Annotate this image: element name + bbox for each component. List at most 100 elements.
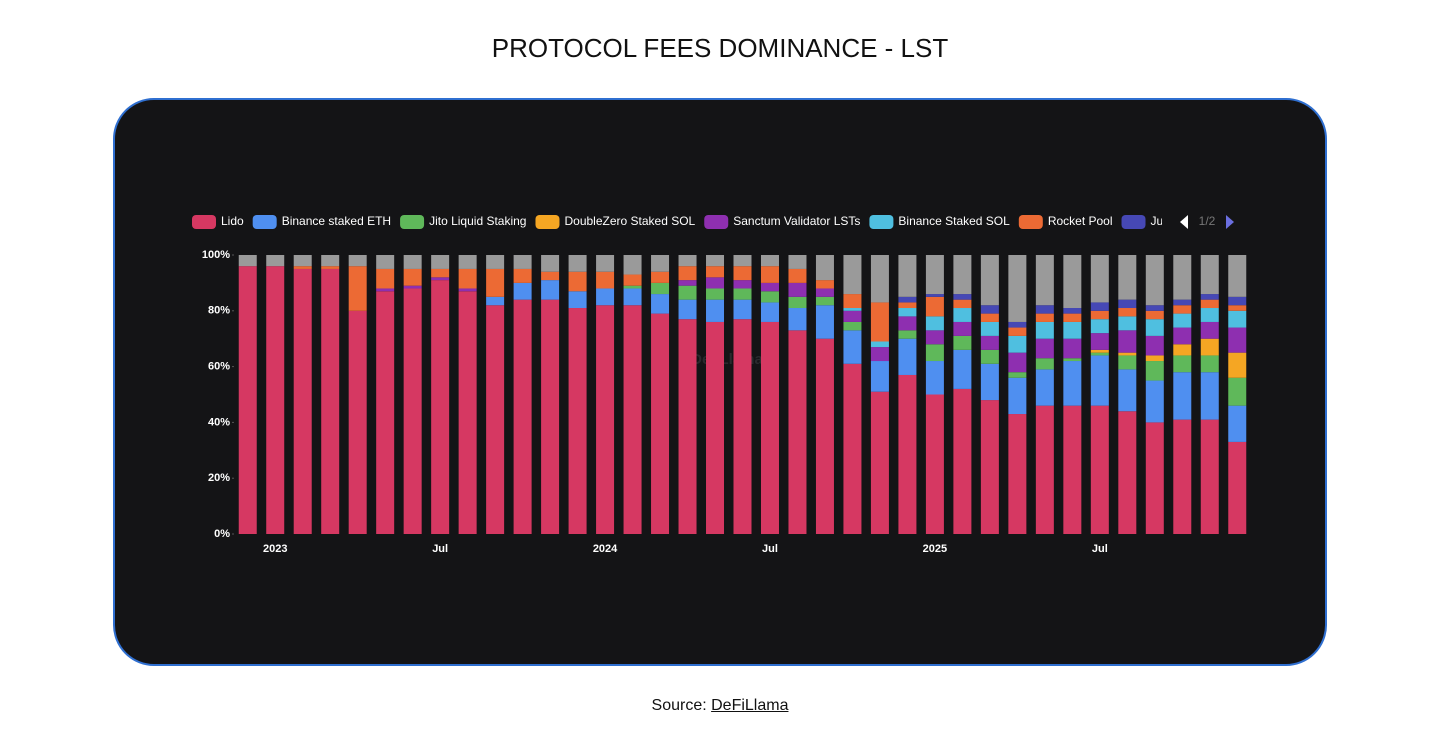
- bar-segment: [1118, 352, 1137, 356]
- bar-segment: [513, 255, 532, 269]
- bar-segment: [1008, 352, 1027, 373]
- bar-segment: [925, 316, 944, 331]
- source: Source: DeFiLlama: [0, 697, 1440, 715]
- bar-segment: [760, 255, 779, 267]
- legend-swatch: [1018, 215, 1043, 229]
- bar-segment: [760, 302, 779, 322]
- bar-segment: [1008, 255, 1027, 322]
- legend-prev[interactable]: [1180, 215, 1188, 229]
- y-tick-label: 100%: [202, 249, 230, 261]
- bar-segment: [596, 288, 615, 306]
- bar-segment: [431, 268, 450, 278]
- bar-segment: [815, 338, 834, 534]
- bar-segment: [1228, 352, 1247, 378]
- legend-page: 1/2: [1199, 214, 1216, 228]
- bar-segment: [925, 255, 944, 295]
- bar-segment: [980, 400, 999, 534]
- bar-segment: [541, 255, 560, 272]
- bar-segment: [568, 271, 587, 292]
- bar-segment: [1173, 355, 1192, 373]
- x-tick-label: Jul: [432, 543, 448, 555]
- bar-segment: [651, 255, 670, 272]
- bar-segment: [1228, 377, 1247, 406]
- bar-segment: [788, 308, 807, 331]
- bar-segment: [458, 291, 477, 534]
- bar-segment: [348, 266, 367, 311]
- bar-segment: [1173, 327, 1192, 345]
- bar-segment: [1035, 255, 1054, 306]
- bar-segment: [1228, 296, 1247, 306]
- bar-segment: [980, 255, 999, 306]
- bar-segment: [788, 268, 807, 283]
- bar-segment: [486, 255, 505, 269]
- chart: PROTOCOL FEES DOMINANCE - LST DefiLlama …: [113, 33, 1327, 666]
- bar-segment: [1200, 321, 1219, 339]
- bar-segment: [596, 305, 615, 534]
- bar-segment: [706, 255, 725, 267]
- bar-segment: [760, 266, 779, 283]
- legend-swatch: [869, 215, 894, 229]
- bar-segment: [1200, 419, 1219, 534]
- bar-segment: [293, 266, 312, 269]
- bar-segment: [623, 274, 642, 286]
- bar-segment: [1063, 405, 1082, 534]
- bar-segment: [980, 335, 999, 350]
- bar-segment: [870, 361, 889, 392]
- bar-segment: [623, 255, 642, 275]
- bar-segment: [980, 349, 999, 364]
- bar-segment: [953, 388, 972, 534]
- bar-segment: [541, 280, 560, 300]
- bar-segment: [1063, 361, 1082, 406]
- bar-segment: [431, 277, 450, 281]
- bar-segment: [760, 321, 779, 534]
- bar-segment: [376, 288, 395, 292]
- bar-segment: [1173, 255, 1192, 300]
- legend: Lido Binance staked ETH Jito Liquid Stakin…: [192, 214, 1171, 229]
- bar-segment: [1200, 308, 1219, 322]
- bar-segment: [1035, 405, 1054, 534]
- bar-segment: [1063, 255, 1082, 309]
- bar-segment: [596, 255, 615, 272]
- bar-segment: [1090, 319, 1109, 334]
- bar-segment: [980, 305, 999, 314]
- bar-segment: [403, 285, 422, 289]
- bar-segment: [925, 330, 944, 345]
- source-link[interactable]: DeFiLlama: [711, 697, 789, 714]
- legend-label: Jup: [1151, 214, 1171, 228]
- bar-segment: [815, 305, 834, 339]
- bar-segment: [1008, 377, 1027, 415]
- bar-segment: [760, 291, 779, 303]
- bar-segment: [1200, 372, 1219, 420]
- y-tick-label: 80%: [208, 305, 230, 317]
- bar-segment: [1228, 310, 1247, 328]
- legend-swatch: [535, 215, 560, 229]
- bar-segment: [953, 321, 972, 336]
- legend-swatch: [1121, 215, 1146, 229]
- legend-next[interactable]: [1226, 215, 1234, 229]
- bar-segment: [1008, 414, 1027, 534]
- bar-segment: [706, 277, 725, 289]
- x-tick-label: Jul: [1092, 543, 1108, 555]
- bar-segment: [1090, 405, 1109, 534]
- bar-segment: [788, 296, 807, 309]
- bar-segment: [1145, 380, 1164, 423]
- bar-segment: [1118, 411, 1137, 534]
- legend-label: Lido: [221, 214, 244, 228]
- page-title: PROTOCOL FEES DOMINANCE - LST: [492, 33, 949, 63]
- bar-segment: [1200, 299, 1219, 309]
- bar-segment: [403, 268, 422, 286]
- bar-segment: [623, 288, 642, 306]
- bar-segment: [431, 280, 450, 534]
- bar-segment: [1090, 349, 1109, 353]
- legend-label: DoubleZero Staked SOL: [564, 214, 695, 228]
- bar-segment: [706, 288, 725, 300]
- bar-segment: [815, 296, 834, 306]
- bar-segment: [843, 330, 862, 364]
- legend-label: Sanctum Validator LSTs: [733, 214, 860, 228]
- bar-segment: [870, 347, 889, 362]
- bar-segment: [1228, 327, 1247, 353]
- bar-segment: [1173, 344, 1192, 356]
- bar-segment: [1228, 305, 1247, 311]
- bar-segment: [1118, 330, 1137, 353]
- source-label: Source:: [651, 697, 707, 714]
